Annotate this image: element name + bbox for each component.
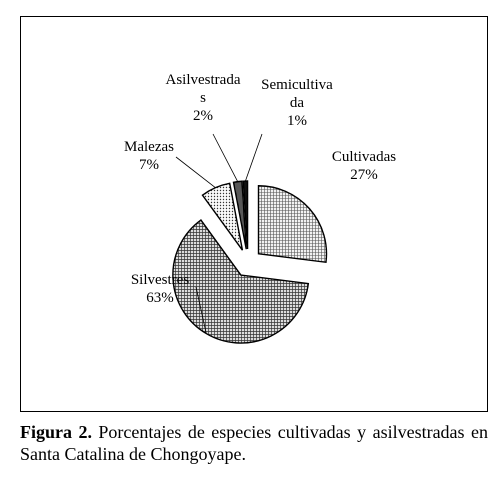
pie-slice-semicultivada <box>242 180 249 250</box>
pie-slice-cultivadas <box>257 185 328 264</box>
chart-frame <box>20 16 488 412</box>
leader-line-asilvestradas <box>212 133 239 182</box>
slice-label-semicultivada: Semicultiva da 1% <box>261 77 333 129</box>
caption-label: Figura 2. <box>20 422 92 442</box>
slice-label-cultivadas: Cultivadas 27% <box>332 149 396 183</box>
leader-line-silvestres <box>195 286 207 334</box>
caption-text: Porcentajes de especies cultivadas y asi… <box>20 422 488 464</box>
slice-label-malezas: Malezas 7% <box>124 139 174 173</box>
leader-line-semicultivada <box>245 133 263 182</box>
leader-line-malezas <box>175 156 216 189</box>
slice-label-asilvestradas: Asilvestrada s 2% <box>166 72 241 124</box>
figure-caption: Figura 2. Porcentajes de especies cultiv… <box>20 421 488 465</box>
pie-slice-malezas <box>201 182 244 251</box>
pie-slice-asilvestradas <box>232 180 247 250</box>
pie-chart: Cultivadas 27% Silvestres 63% Malezas 7% Asilv… <box>124 72 396 344</box>
slice-label-silvestres: Silvestres 63% <box>131 272 189 306</box>
